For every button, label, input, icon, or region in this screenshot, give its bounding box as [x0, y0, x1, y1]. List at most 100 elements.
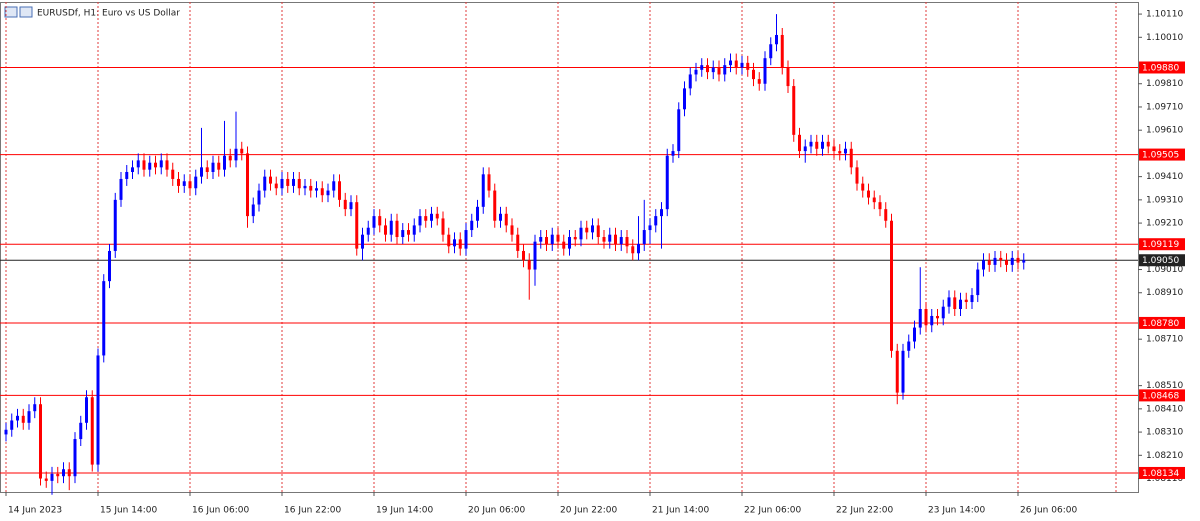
y-tick-label: 1.09710: [1146, 102, 1183, 112]
candle-body: [746, 62, 750, 70]
candle-body: [401, 230, 405, 238]
candle-body: [142, 160, 146, 170]
candle-body: [826, 141, 830, 147]
candle-body: [757, 79, 761, 84]
candle-body: [665, 155, 669, 210]
candle-body: [999, 257, 1003, 261]
candle-body: [366, 227, 370, 235]
candle-body: [223, 155, 226, 170]
candle-body: [309, 185, 313, 191]
candle-body: [895, 350, 899, 393]
candle-body: [752, 69, 755, 80]
candle-body: [493, 190, 497, 221]
candle-body: [1010, 257, 1014, 265]
candle-body: [136, 160, 140, 168]
candle-body: [154, 162, 157, 168]
candle-body: [131, 167, 134, 172]
candle-body: [384, 225, 387, 235]
candle-body: [769, 44, 773, 59]
y-tick-label: 1.08110: [1146, 474, 1183, 484]
candle-body: [320, 188, 324, 196]
candle-body: [867, 190, 870, 198]
y-tick-label: 1.09010: [1146, 265, 1183, 275]
level-line-box: [1139, 389, 1185, 402]
candle-body: [849, 148, 853, 168]
candle-body: [798, 134, 801, 152]
candle-body: [56, 473, 60, 477]
candle-body: [930, 315, 934, 326]
candle-body: [315, 188, 318, 191]
candle-body: [970, 295, 974, 303]
candle-body: [637, 243, 640, 254]
candle-body: [470, 220, 474, 231]
candle-body: [821, 141, 824, 149]
candle-body: [395, 220, 399, 238]
candle-body: [947, 297, 951, 307]
candle-body: [815, 141, 819, 149]
candle-body: [545, 237, 548, 244]
candle-body: [527, 260, 531, 270]
candle-body: [90, 397, 94, 465]
candle-body: [349, 202, 353, 210]
y-tick-label: 1.08510: [1146, 381, 1183, 391]
current-price-line-label: 1.09050: [1142, 256, 1179, 266]
candle-body: [619, 237, 623, 244]
candle-body: [297, 178, 301, 189]
candle-body: [987, 260, 991, 265]
candle-body: [729, 60, 732, 66]
candle-body: [510, 225, 514, 235]
candle-body: [763, 58, 767, 84]
candle-body: [418, 216, 422, 226]
x-tick-label: 19 Jun 14:00: [376, 506, 433, 516]
candle-body: [924, 309, 928, 326]
candle-body: [274, 183, 278, 189]
candle-body: [648, 225, 652, 231]
candle-body: [504, 213, 508, 226]
candle-body: [194, 176, 198, 189]
y-tick-label: 1.08710: [1146, 335, 1183, 345]
candle-body: [642, 230, 646, 244]
candle-body: [286, 178, 290, 186]
candle-body: [44, 478, 48, 481]
candle-body: [458, 239, 462, 249]
candle-body: [263, 176, 267, 191]
candle-body: [378, 216, 382, 226]
candle-body: [901, 350, 905, 393]
candle-body: [872, 197, 876, 203]
candle-body: [62, 469, 65, 477]
level-line-label: 1.08468: [1142, 391, 1179, 401]
candle-body: [740, 62, 744, 68]
candle-body: [591, 225, 594, 233]
candle-body: [424, 216, 428, 221]
x-tick-label: 23 Jun 14:00: [928, 506, 985, 516]
candle-body: [33, 404, 37, 412]
candle-body: [907, 341, 911, 351]
candle-body: [700, 65, 704, 70]
level-line-label: 1.09119: [1142, 240, 1179, 250]
candle-body: [803, 146, 807, 152]
candle-body: [211, 162, 215, 172]
candle-body: [677, 109, 681, 152]
candle-body: [355, 202, 359, 249]
candle-body: [550, 234, 554, 244]
candle-body: [343, 199, 347, 210]
candle-body: [809, 141, 813, 147]
candle-body: [326, 190, 330, 196]
candle-body: [780, 34, 784, 68]
candle-body: [533, 241, 537, 270]
candle-body: [73, 439, 77, 477]
candle-body: [654, 216, 658, 226]
candle-body: [976, 269, 980, 296]
candle-body: [102, 281, 106, 356]
x-tick-label: 15 Jun 14:00: [100, 506, 157, 516]
candle-body: [481, 174, 485, 207]
candle-body: [918, 309, 922, 328]
y-tick-label: 1.09410: [1146, 172, 1183, 182]
x-tick-label: 21 Jun 14:00: [652, 506, 709, 516]
candle-body: [487, 174, 491, 191]
candle-body: [148, 162, 152, 170]
candle-body: [280, 178, 284, 189]
candle-body: [50, 473, 54, 481]
candle-body: [27, 411, 31, 423]
